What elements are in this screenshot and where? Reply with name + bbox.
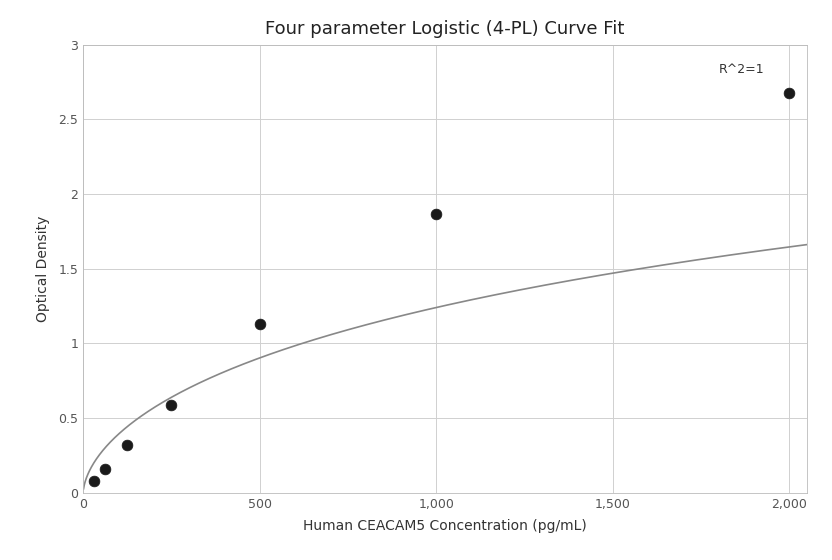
Point bbox=[121, 441, 134, 450]
Point bbox=[429, 209, 443, 218]
Point bbox=[165, 400, 178, 409]
Text: R^2=1: R^2=1 bbox=[719, 63, 765, 76]
Y-axis label: Optical Density: Optical Density bbox=[36, 216, 50, 322]
X-axis label: Human CEACAM5 Concentration (pg/mL): Human CEACAM5 Concentration (pg/mL) bbox=[303, 519, 587, 533]
Title: Four parameter Logistic (4-PL) Curve Fit: Four parameter Logistic (4-PL) Curve Fit bbox=[265, 20, 625, 38]
Point bbox=[783, 88, 796, 97]
Point bbox=[99, 464, 112, 473]
Point bbox=[87, 477, 101, 486]
Point bbox=[253, 320, 266, 329]
